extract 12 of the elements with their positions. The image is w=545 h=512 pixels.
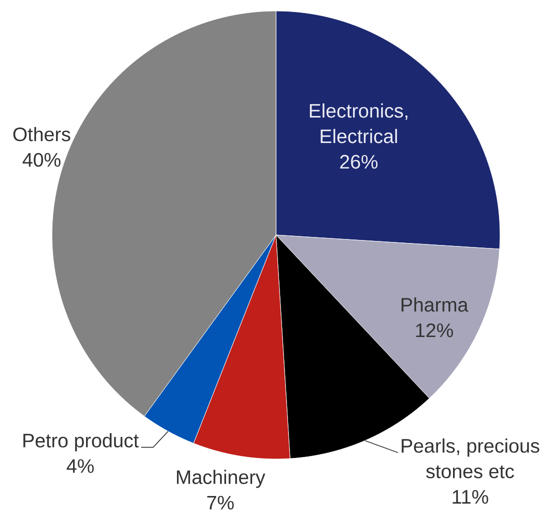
slice-label: Petro product bbox=[23, 433, 139, 452]
slice-label: Machinery bbox=[176, 470, 266, 488]
data-label: 40% bbox=[22, 152, 60, 167]
slice-label: Others bbox=[13, 126, 70, 142]
data-label: 7% bbox=[207, 496, 234, 510]
data-label: 26% bbox=[340, 154, 378, 169]
data-label: 11% bbox=[452, 490, 488, 504]
slice-label: Pharma bbox=[402, 297, 468, 312]
slice-label: Electronics, Electrical bbox=[310, 103, 408, 144]
slice-label: Pearls, precious stones etc bbox=[402, 438, 540, 478]
data-label: 4% bbox=[66, 459, 94, 473]
data-label: 12% bbox=[416, 323, 453, 338]
